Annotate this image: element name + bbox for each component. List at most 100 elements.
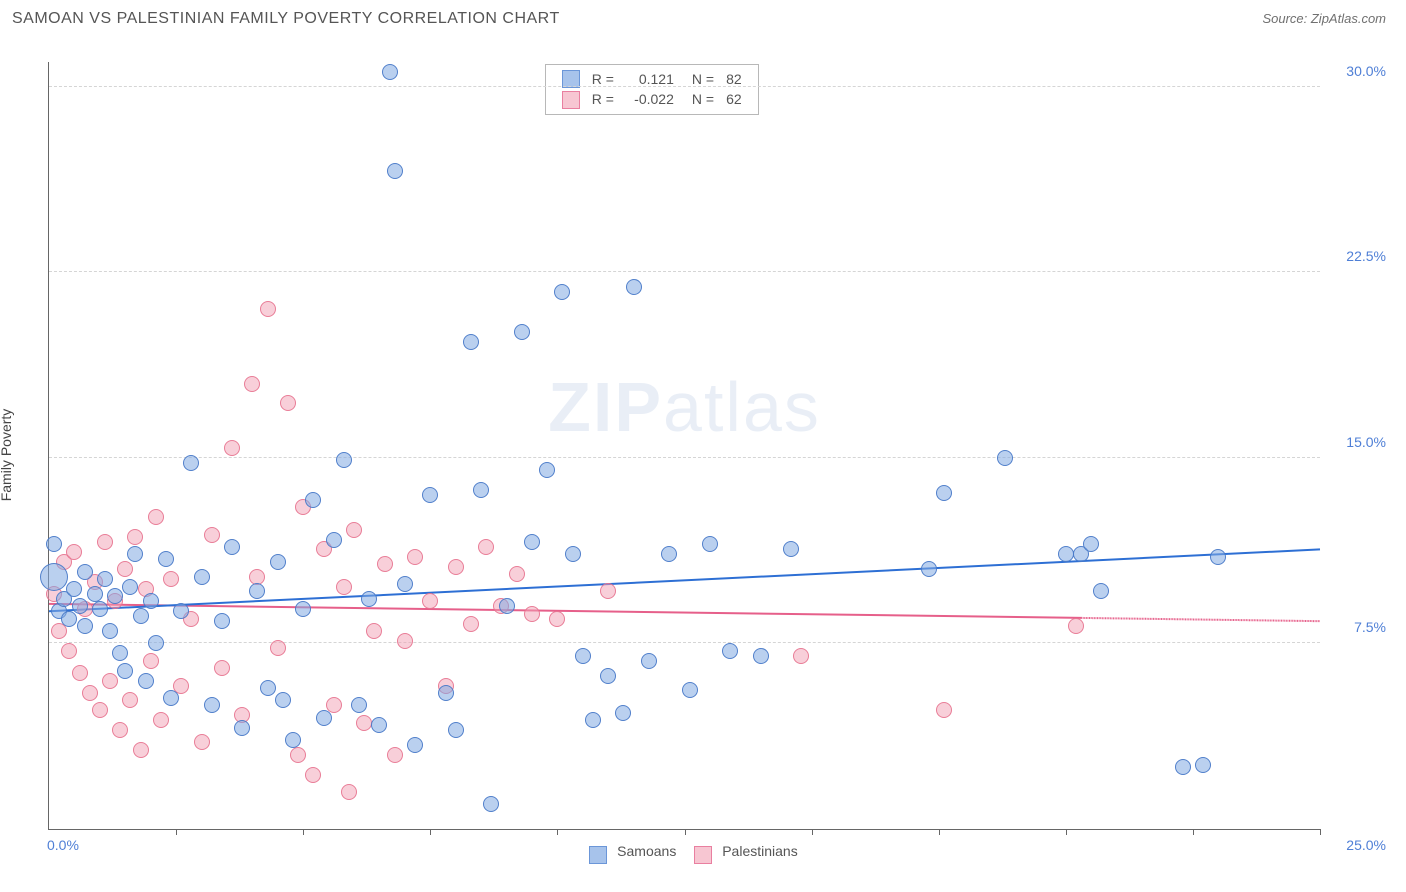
- data-point: [615, 705, 631, 721]
- data-point: [1068, 618, 1084, 634]
- data-point: [127, 529, 143, 545]
- data-point: [112, 722, 128, 738]
- data-point: [641, 653, 657, 669]
- data-point: [92, 601, 108, 617]
- data-point: [326, 532, 342, 548]
- data-point: [351, 697, 367, 713]
- n-value[interactable]: 62: [720, 89, 748, 109]
- data-point: [260, 301, 276, 317]
- x-tick: [812, 829, 813, 835]
- y-tick-label: 30.0%: [1346, 63, 1386, 79]
- data-point: [1175, 759, 1191, 775]
- legend-swatch: [589, 846, 607, 864]
- gridline: [49, 271, 1320, 272]
- data-point: [463, 616, 479, 632]
- source-attribution: Source: ZipAtlas.com: [1262, 11, 1386, 26]
- data-point: [366, 623, 382, 639]
- data-point: [336, 579, 352, 595]
- data-point: [682, 682, 698, 698]
- x-tick: [176, 829, 177, 835]
- data-point: [407, 549, 423, 565]
- data-point: [87, 586, 103, 602]
- data-point: [46, 536, 62, 552]
- data-point: [117, 663, 133, 679]
- x-tick: [557, 829, 558, 835]
- data-point: [214, 613, 230, 629]
- chart-container: Family Poverty ZIPatlas R =0.121N =82R =…: [12, 42, 1392, 868]
- legend-label: Palestinians: [718, 843, 797, 859]
- x-tick: [1066, 829, 1067, 835]
- data-point: [224, 440, 240, 456]
- data-point: [753, 648, 769, 664]
- data-point: [305, 767, 321, 783]
- data-point: [148, 509, 164, 525]
- data-point: [1083, 536, 1099, 552]
- data-point: [66, 544, 82, 560]
- data-point: [40, 563, 68, 591]
- data-point: [1093, 583, 1109, 599]
- chart-title: SAMOAN VS PALESTINIAN FAMILY POVERTY COR…: [12, 10, 560, 28]
- data-point: [509, 566, 525, 582]
- data-point: [158, 551, 174, 567]
- gridline: [49, 86, 1320, 87]
- correlation-legend: R =0.121N =82R =-0.022N =62: [545, 64, 759, 115]
- data-point: [463, 334, 479, 350]
- data-point: [473, 482, 489, 498]
- data-point: [499, 598, 515, 614]
- legend-label: Samoans: [613, 843, 676, 859]
- data-point: [82, 685, 98, 701]
- r-value[interactable]: -0.022: [620, 89, 680, 109]
- data-point: [234, 720, 250, 736]
- data-point: [61, 643, 77, 659]
- gridline: [49, 642, 1320, 643]
- data-point: [524, 606, 540, 622]
- y-tick-label: 7.5%: [1354, 619, 1386, 635]
- data-point: [133, 742, 149, 758]
- data-point: [153, 712, 169, 728]
- legend-row: R =-0.022N =62: [556, 89, 748, 109]
- data-point: [397, 576, 413, 592]
- y-axis-label: Family Poverty: [0, 409, 14, 502]
- n-label: N =: [680, 89, 720, 109]
- legend-swatch: [694, 846, 712, 864]
- data-point: [600, 583, 616, 599]
- data-point: [280, 395, 296, 411]
- data-point: [783, 541, 799, 557]
- y-tick-label: 15.0%: [1346, 434, 1386, 450]
- data-point: [387, 747, 403, 763]
- data-point: [514, 324, 530, 340]
- data-point: [305, 492, 321, 508]
- data-point: [377, 556, 393, 572]
- data-point: [122, 692, 138, 708]
- data-point: [483, 796, 499, 812]
- data-point: [1210, 549, 1226, 565]
- data-point: [204, 527, 220, 543]
- data-point: [336, 452, 352, 468]
- data-point: [478, 539, 494, 555]
- data-point: [122, 579, 138, 595]
- series-legend: Samoans Palestinians: [49, 843, 1320, 861]
- data-point: [397, 633, 413, 649]
- data-point: [295, 601, 311, 617]
- data-point: [249, 583, 265, 599]
- data-point: [524, 534, 540, 550]
- data-point: [387, 163, 403, 179]
- data-point: [102, 623, 118, 639]
- data-point: [356, 715, 372, 731]
- data-point: [244, 376, 260, 392]
- data-point: [173, 603, 189, 619]
- data-point: [143, 653, 159, 669]
- data-point: [1058, 546, 1074, 562]
- x-tick: [1320, 829, 1321, 835]
- data-point: [92, 702, 108, 718]
- data-point: [346, 522, 362, 538]
- data-point: [97, 534, 113, 550]
- data-point: [112, 645, 128, 661]
- data-point: [997, 450, 1013, 466]
- data-point: [102, 673, 118, 689]
- data-point: [285, 732, 301, 748]
- data-point: [66, 581, 82, 597]
- data-point: [661, 546, 677, 562]
- data-point: [143, 593, 159, 609]
- data-point: [371, 717, 387, 733]
